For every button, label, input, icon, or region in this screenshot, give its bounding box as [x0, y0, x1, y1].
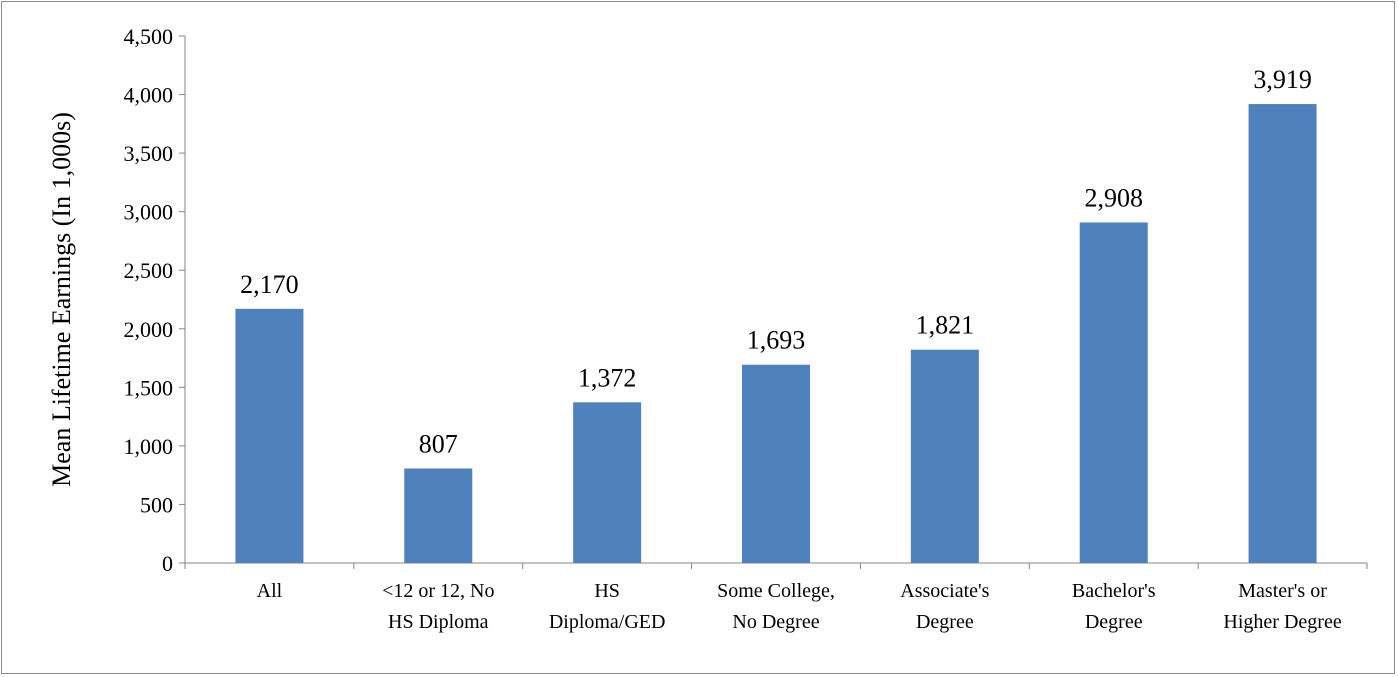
- bar: [910, 349, 979, 563]
- y-tick-label: 0: [162, 551, 173, 576]
- category-label: Higher Degree: [1223, 611, 1341, 633]
- data-label: 1,372: [578, 363, 637, 392]
- category-label: Master's or: [1238, 580, 1327, 602]
- y-axis-title: Mean Lifetime Earnings (In 1,000s): [47, 112, 76, 487]
- category-label: Degree: [1085, 611, 1143, 633]
- category-label: Associate's: [900, 580, 989, 602]
- bar: [1079, 222, 1148, 563]
- category-label: HS: [594, 580, 620, 602]
- axes: 0 500 1,000 1,500 2,000 2,500 3,000 3,500 4,000 4…: [124, 24, 1368, 576]
- bars: [235, 104, 1317, 563]
- category-label: Some College,: [717, 580, 835, 602]
- category-label: All: [257, 580, 283, 602]
- y-tick-label: 2,000: [124, 317, 174, 342]
- y-tick-label: 2,500: [124, 258, 174, 283]
- y-tick-label: 3,500: [124, 141, 174, 166]
- data-label: 3,919: [1253, 65, 1312, 94]
- category-label: HS Diploma: [388, 611, 489, 633]
- data-label: 1,693: [747, 326, 806, 355]
- bar: [235, 308, 304, 563]
- y-tick-label: 1,500: [124, 375, 174, 400]
- category-label: Bachelor's: [1072, 580, 1156, 602]
- bar: [742, 364, 810, 563]
- y-tick-label: 500: [140, 492, 173, 517]
- labels: 2,170 All 807 <12 or 12, No HS Diploma 1,372 H…: [240, 65, 1342, 633]
- category-label: Diploma/GED: [549, 611, 666, 633]
- data-label: 807: [419, 429, 458, 458]
- data-label: 1,821: [916, 311, 975, 340]
- category-label: Degree: [916, 611, 974, 633]
- y-tick-label: 3,000: [124, 200, 174, 225]
- bar: [404, 468, 473, 563]
- data-label: 2,170: [240, 270, 299, 299]
- bar: [573, 402, 642, 563]
- y-tick-label: 4,500: [124, 24, 174, 49]
- category-label: <12 or 12, No: [382, 580, 494, 602]
- data-label: 2,908: [1084, 183, 1143, 212]
- y-tick-label: 1,000: [124, 434, 174, 459]
- category-label: No Degree: [732, 611, 819, 633]
- y-tick-label: 4,000: [124, 83, 174, 108]
- bar: [1248, 104, 1317, 563]
